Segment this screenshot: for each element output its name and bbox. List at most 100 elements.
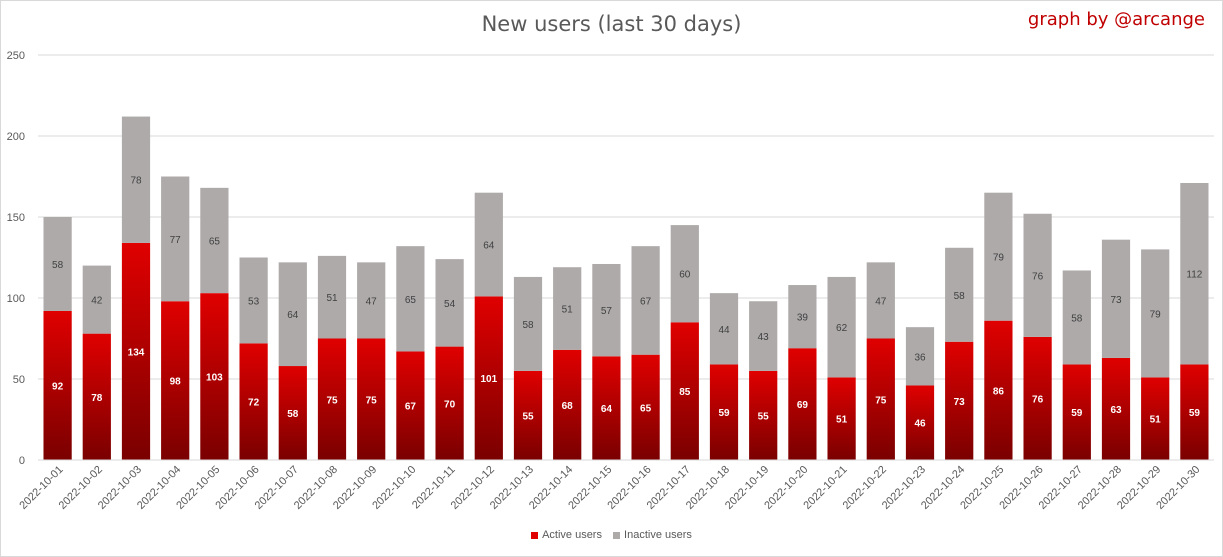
chart-title: New users (last 30 days) (481, 12, 742, 36)
data-label-inactive: 78 (130, 176, 142, 187)
data-label-active: 65 (640, 403, 652, 414)
legend-item-active: Active users (531, 529, 602, 541)
data-label-inactive: 57 (601, 306, 613, 317)
data-label-active: 101 (480, 374, 497, 385)
bar-inactive (82, 265, 111, 334)
bar-inactive (317, 255, 347, 339)
data-label-inactive: 76 (1032, 271, 1044, 282)
data-label-inactive: 58 (954, 291, 966, 302)
bars: 92 58 78 42 134 78 98 77 103 65 72 53 58 64 75 51 75 47 67… (43, 116, 1209, 460)
data-label-inactive: 64 (287, 310, 299, 321)
bar-active (161, 301, 190, 460)
y-tick-label: 0 (19, 455, 25, 467)
y-tick-label: 200 (7, 131, 25, 143)
data-label-active: 86 (993, 386, 1005, 397)
bar-inactive (905, 327, 935, 386)
bar-active (278, 366, 307, 460)
data-label-active: 69 (797, 400, 809, 411)
bar-inactive (945, 247, 974, 342)
data-label-active: 134 (128, 347, 145, 358)
data-label-active: 76 (1032, 394, 1044, 405)
data-label-active: 72 (248, 398, 260, 409)
bar-inactive (1023, 213, 1052, 337)
y-tick-label: 50 (13, 374, 25, 386)
bar-inactive (474, 192, 503, 297)
data-label-active: 64 (601, 404, 613, 415)
data-label-active: 58 (287, 409, 299, 420)
data-label-inactive: 65 (405, 295, 417, 306)
data-label-active: 59 (1071, 408, 1083, 419)
bar-inactive (553, 267, 582, 350)
bar-active (945, 341, 974, 460)
legend-swatch-inactive (613, 531, 621, 539)
bar-active (1101, 357, 1131, 460)
data-label-active: 46 (914, 419, 926, 430)
bar-inactive (866, 262, 895, 339)
data-label-inactive: 44 (718, 325, 730, 336)
bar-active (827, 377, 856, 460)
bar-inactive (513, 276, 543, 371)
data-label-inactive: 51 (562, 305, 574, 316)
bar-inactive (43, 217, 72, 311)
bar-active (82, 333, 111, 460)
data-label-inactive: 54 (444, 299, 456, 310)
data-label-inactive: 77 (170, 235, 182, 246)
data-label-active: 59 (718, 408, 730, 419)
bar-active (553, 349, 582, 460)
bar-inactive (1180, 182, 1209, 365)
data-label-inactive: 60 (679, 270, 691, 281)
bar-active (631, 354, 660, 460)
bar-active (513, 370, 543, 460)
bar-inactive (788, 285, 817, 349)
bar-inactive (121, 116, 151, 243)
legend: Active users Inactive users (0, 529, 1223, 542)
data-label-inactive: 79 (993, 253, 1005, 264)
data-label-active: 98 (170, 377, 182, 388)
data-label-inactive: 36 (914, 352, 926, 363)
bar-inactive (827, 276, 856, 378)
legend-label-inactive: Inactive users (624, 529, 692, 541)
data-label-active: 103 (206, 373, 223, 384)
bar-inactive (709, 293, 739, 365)
y-tick-label: 100 (7, 293, 25, 305)
data-label-inactive: 53 (248, 296, 260, 307)
bar-active (749, 370, 778, 460)
bar-inactive (749, 301, 778, 371)
bar-inactive (200, 187, 229, 294)
legend-label-active: Active users (542, 529, 602, 541)
data-label-active: 75 (326, 395, 338, 406)
bar-inactive (670, 225, 699, 323)
bar-active (670, 322, 699, 460)
data-label-inactive: 39 (797, 313, 809, 324)
data-label-active: 51 (1150, 415, 1162, 426)
data-label-active: 51 (836, 415, 848, 426)
bar-inactive (592, 263, 621, 357)
data-label-inactive: 73 (1110, 295, 1122, 306)
y-axis: 0 50 100 150 200 250 (7, 50, 25, 467)
data-label-active: 75 (366, 395, 378, 406)
bar-inactive (239, 257, 268, 344)
bar-active (984, 320, 1013, 460)
credit-label: graph by @arcange (1027, 9, 1205, 30)
bar-active (788, 348, 817, 460)
bar-active (357, 338, 386, 460)
bar-active (396, 351, 425, 460)
data-label-inactive: 65 (209, 236, 221, 247)
x-axis: 2022-10-012022-10-022022-10-032022-10-04… (17, 459, 1214, 512)
data-label-inactive: 58 (522, 320, 534, 331)
data-label-active: 63 (1110, 405, 1122, 416)
bar-inactive (357, 262, 386, 339)
data-label-inactive: 64 (483, 241, 495, 252)
data-label-inactive: 43 (758, 332, 770, 343)
data-label-active: 67 (405, 402, 417, 413)
bar-active (474, 296, 503, 460)
data-label-active: 59 (1189, 408, 1201, 419)
bar-active (709, 364, 739, 460)
bar-active (317, 338, 347, 460)
bar-inactive (1141, 249, 1170, 378)
data-label-active: 73 (954, 397, 966, 408)
data-label-inactive: 47 (366, 296, 378, 307)
bar-active (866, 338, 895, 460)
y-tick-label: 250 (7, 50, 25, 62)
